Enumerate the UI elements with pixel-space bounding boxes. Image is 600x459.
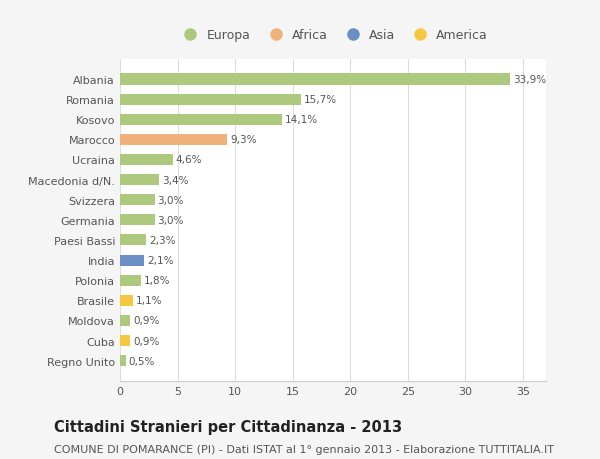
Text: 4,6%: 4,6% — [176, 155, 202, 165]
Bar — [120, 315, 130, 326]
Bar — [120, 355, 126, 366]
Text: 0,9%: 0,9% — [133, 316, 160, 326]
Text: 2,3%: 2,3% — [149, 235, 176, 246]
Bar — [120, 215, 155, 226]
Text: 0,9%: 0,9% — [133, 336, 160, 346]
Text: 9,3%: 9,3% — [230, 135, 256, 145]
Text: 3,0%: 3,0% — [157, 195, 184, 205]
Text: 1,1%: 1,1% — [136, 296, 162, 306]
Legend: Europa, Africa, Asia, America: Europa, Africa, Asia, America — [173, 24, 493, 47]
Bar — [120, 255, 144, 266]
Text: 33,9%: 33,9% — [513, 75, 547, 85]
Bar — [120, 235, 146, 246]
Bar — [120, 195, 155, 206]
Text: 3,0%: 3,0% — [157, 215, 184, 225]
Text: 3,4%: 3,4% — [162, 175, 188, 185]
Bar — [120, 74, 511, 85]
Text: 14,1%: 14,1% — [285, 115, 319, 125]
Text: COMUNE DI POMARANCE (PI) - Dati ISTAT al 1° gennaio 2013 - Elaborazione TUTTITAL: COMUNE DI POMARANCE (PI) - Dati ISTAT al… — [54, 444, 554, 454]
Bar — [120, 134, 227, 146]
Text: 0,5%: 0,5% — [128, 356, 155, 366]
Bar — [120, 95, 301, 106]
Text: 15,7%: 15,7% — [304, 95, 337, 105]
Text: 1,8%: 1,8% — [143, 275, 170, 285]
Text: Cittadini Stranieri per Cittadinanza - 2013: Cittadini Stranieri per Cittadinanza - 2… — [54, 419, 402, 434]
Bar — [120, 174, 159, 186]
Bar — [120, 335, 130, 346]
Text: 2,1%: 2,1% — [147, 256, 173, 265]
Bar — [120, 295, 133, 306]
Bar — [120, 114, 283, 125]
Bar — [120, 275, 141, 286]
Bar — [120, 155, 173, 166]
